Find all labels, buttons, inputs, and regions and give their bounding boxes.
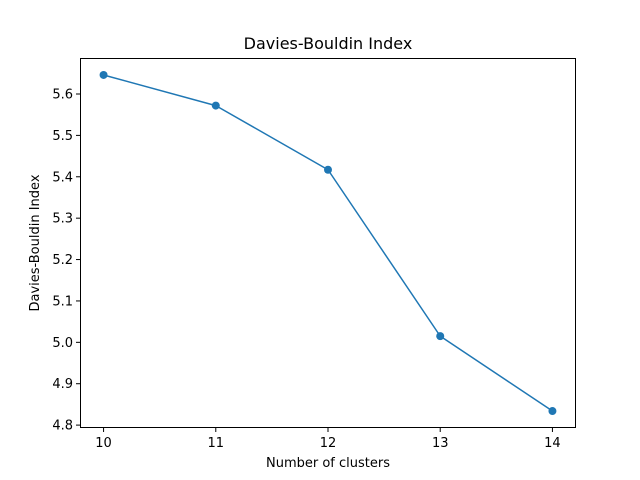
chart-title: Davies-Bouldin Index [244, 34, 413, 53]
data-point [548, 407, 557, 416]
y-axis: 4.8 4.9 5.0 5.1 5.2 5.3 5.4 5.5 5.6 [52, 88, 80, 434]
y-tick-label: 5.6 [52, 88, 73, 103]
x-tick-label: 14 [544, 436, 561, 451]
x-tick-label: 11 [208, 436, 225, 451]
y-tick-label: 5.4 [52, 170, 73, 185]
series-layer [99, 70, 557, 416]
y-tick-label: 5.3 [52, 212, 73, 227]
data-point [211, 101, 220, 110]
data-point [324, 165, 332, 174]
y-tick-label: 5.2 [52, 253, 73, 268]
y-axis-label: Davies-Bouldin Index [28, 174, 43, 311]
x-axis: 10 11 12 13 14 [95, 428, 561, 451]
x-tick-label: 10 [95, 436, 112, 451]
plot-frame [80, 58, 576, 428]
y-tick-label: 5.1 [52, 294, 73, 309]
data-point [99, 70, 108, 79]
y-tick-label: 4.8 [52, 419, 73, 434]
y-tick-label: 5.5 [52, 129, 73, 144]
data-point [436, 332, 445, 341]
x-tick-label: 12 [320, 436, 337, 451]
y-tick-label: 4.9 [52, 377, 73, 392]
x-axis-label: Number of clusters [266, 456, 390, 471]
y-tick-label: 5.0 [52, 336, 73, 351]
x-tick-label: 13 [432, 436, 449, 451]
